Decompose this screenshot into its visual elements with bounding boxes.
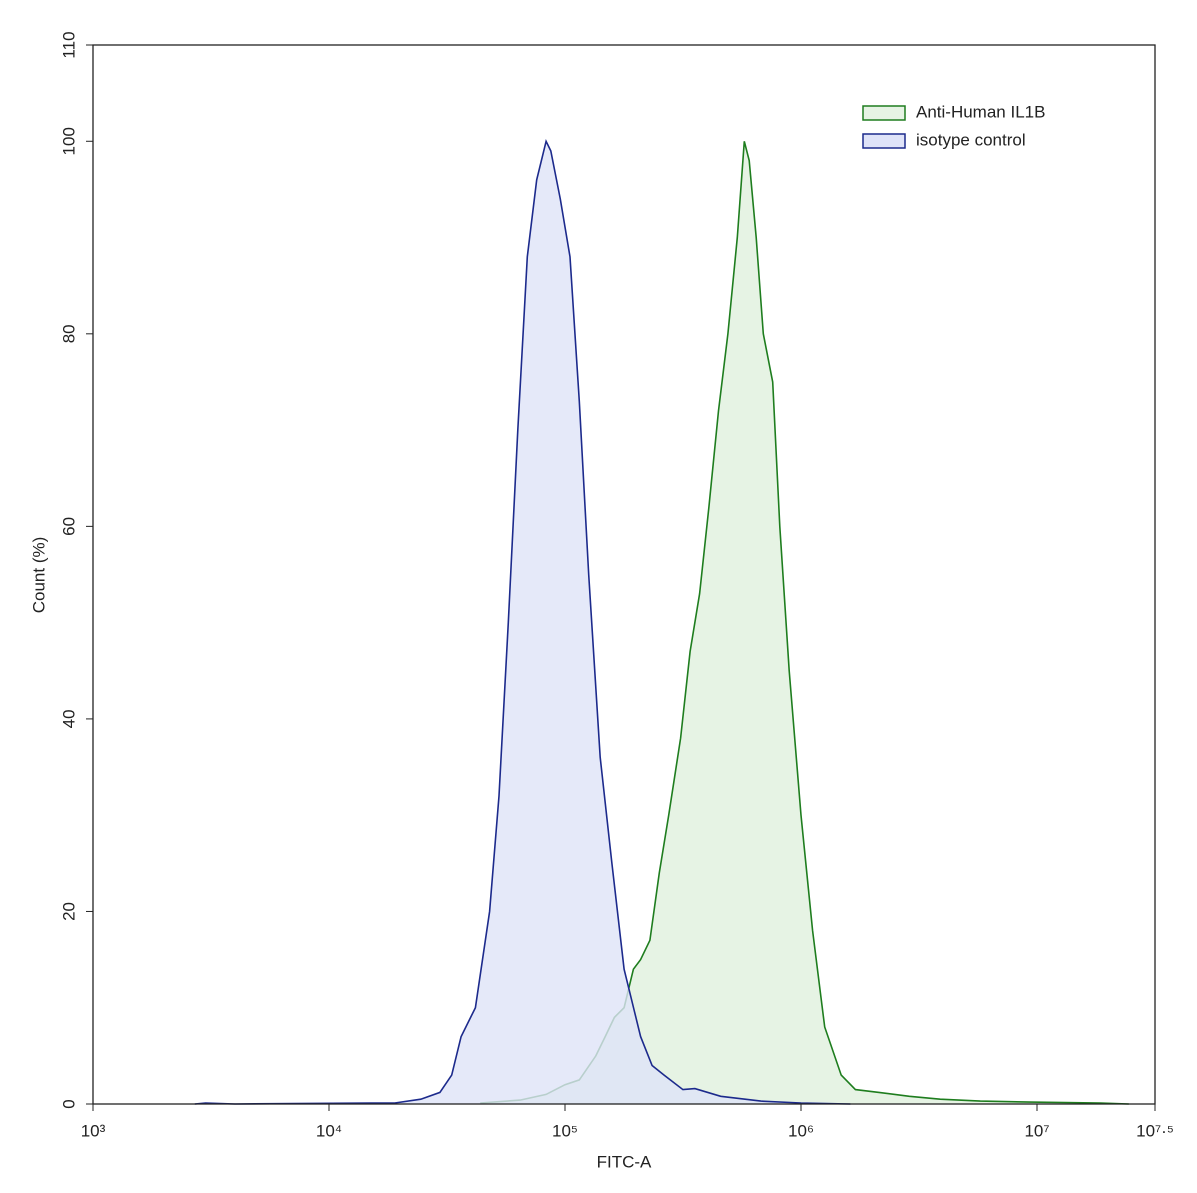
legend-label: isotype control (916, 130, 1026, 149)
legend-label: Anti-Human IL1B (916, 102, 1045, 121)
y-tick-label: 100 (59, 127, 78, 155)
x-tick-label: 10⁷·⁵ (1136, 1121, 1174, 1140)
histogram-area (480, 141, 1129, 1105)
histogram-line (194, 138, 851, 1105)
x-tick-label: 10⁴ (316, 1121, 342, 1140)
x-tick-label: 10⁷ (1024, 1121, 1049, 1140)
y-tick-label: 60 (59, 517, 78, 536)
y-axis-label: Count (%) (29, 537, 48, 614)
histogram-area (194, 141, 851, 1105)
y-tick-label: 20 (59, 902, 78, 921)
y-tick-label: 40 (59, 709, 78, 728)
y-tick-label: 110 (59, 31, 78, 58)
x-tick-label: 10³ (81, 1121, 106, 1140)
x-axis-label: FITC-A (597, 1152, 652, 1171)
legend-swatch (862, 133, 906, 149)
x-tick-label: 10⁶ (788, 1121, 814, 1140)
y-tick-label: 80 (59, 324, 78, 343)
legend-swatch (862, 105, 906, 121)
plot-frame (92, 44, 1156, 1105)
x-tick-label: 10⁵ (552, 1121, 578, 1140)
y-tick-label: 0 (59, 1099, 78, 1108)
